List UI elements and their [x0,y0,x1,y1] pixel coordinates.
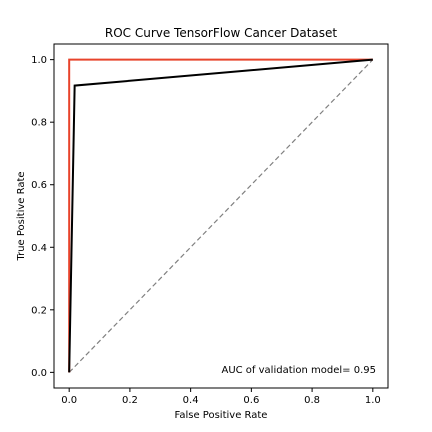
annotation-auc: AUC of validation model= 0.95 [221,365,376,376]
x-axis-label: False Positive Rate [175,410,268,421]
series-line-2 [68,59,374,373]
x-tick-label: 0.2 [122,395,138,406]
series-line-1 [68,58,373,373]
series-line-0 [68,58,373,373]
ticks: 0.0 0.2 0.4 0.6 0.8 1.0 0.0 0.2 0.4 0.6 0.8 1.0 [31,55,381,406]
y-tick-label: 0.0 [31,368,47,379]
y-axis-label: True Positive Rate [16,171,27,261]
axes-frame [53,43,389,389]
chart-title: ROC Curve TensorFlow Cancer Dataset [105,26,338,40]
x-tick-label: 0.0 [61,395,77,406]
x-tick-label: 0.6 [243,395,259,406]
y-tick-label: 1.0 [31,55,47,66]
y-tick-label: 0.2 [31,305,47,316]
y-tick-label: 0.4 [31,243,47,254]
x-tick-label: 0.4 [183,395,199,406]
plot-area [68,58,374,373]
y-tick-label: 0.8 [31,118,47,129]
x-tick-label: 0.8 [304,395,320,406]
y-tick-label: 0.6 [31,180,47,191]
x-tick-label: 1.0 [365,395,381,406]
